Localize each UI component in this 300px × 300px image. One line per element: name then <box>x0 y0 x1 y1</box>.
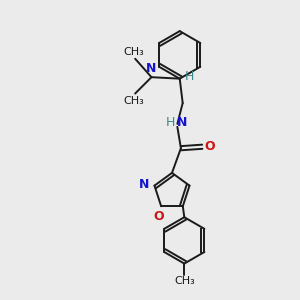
Text: CH₃: CH₃ <box>174 276 195 286</box>
Text: H: H <box>185 70 194 83</box>
Text: CH₃: CH₃ <box>123 96 144 106</box>
Text: O: O <box>205 140 215 153</box>
Text: H: H <box>166 116 176 129</box>
Text: O: O <box>153 210 164 223</box>
Text: N: N <box>177 116 188 129</box>
Text: N: N <box>146 62 157 75</box>
Text: N: N <box>139 178 149 190</box>
Text: CH₃: CH₃ <box>123 47 144 57</box>
